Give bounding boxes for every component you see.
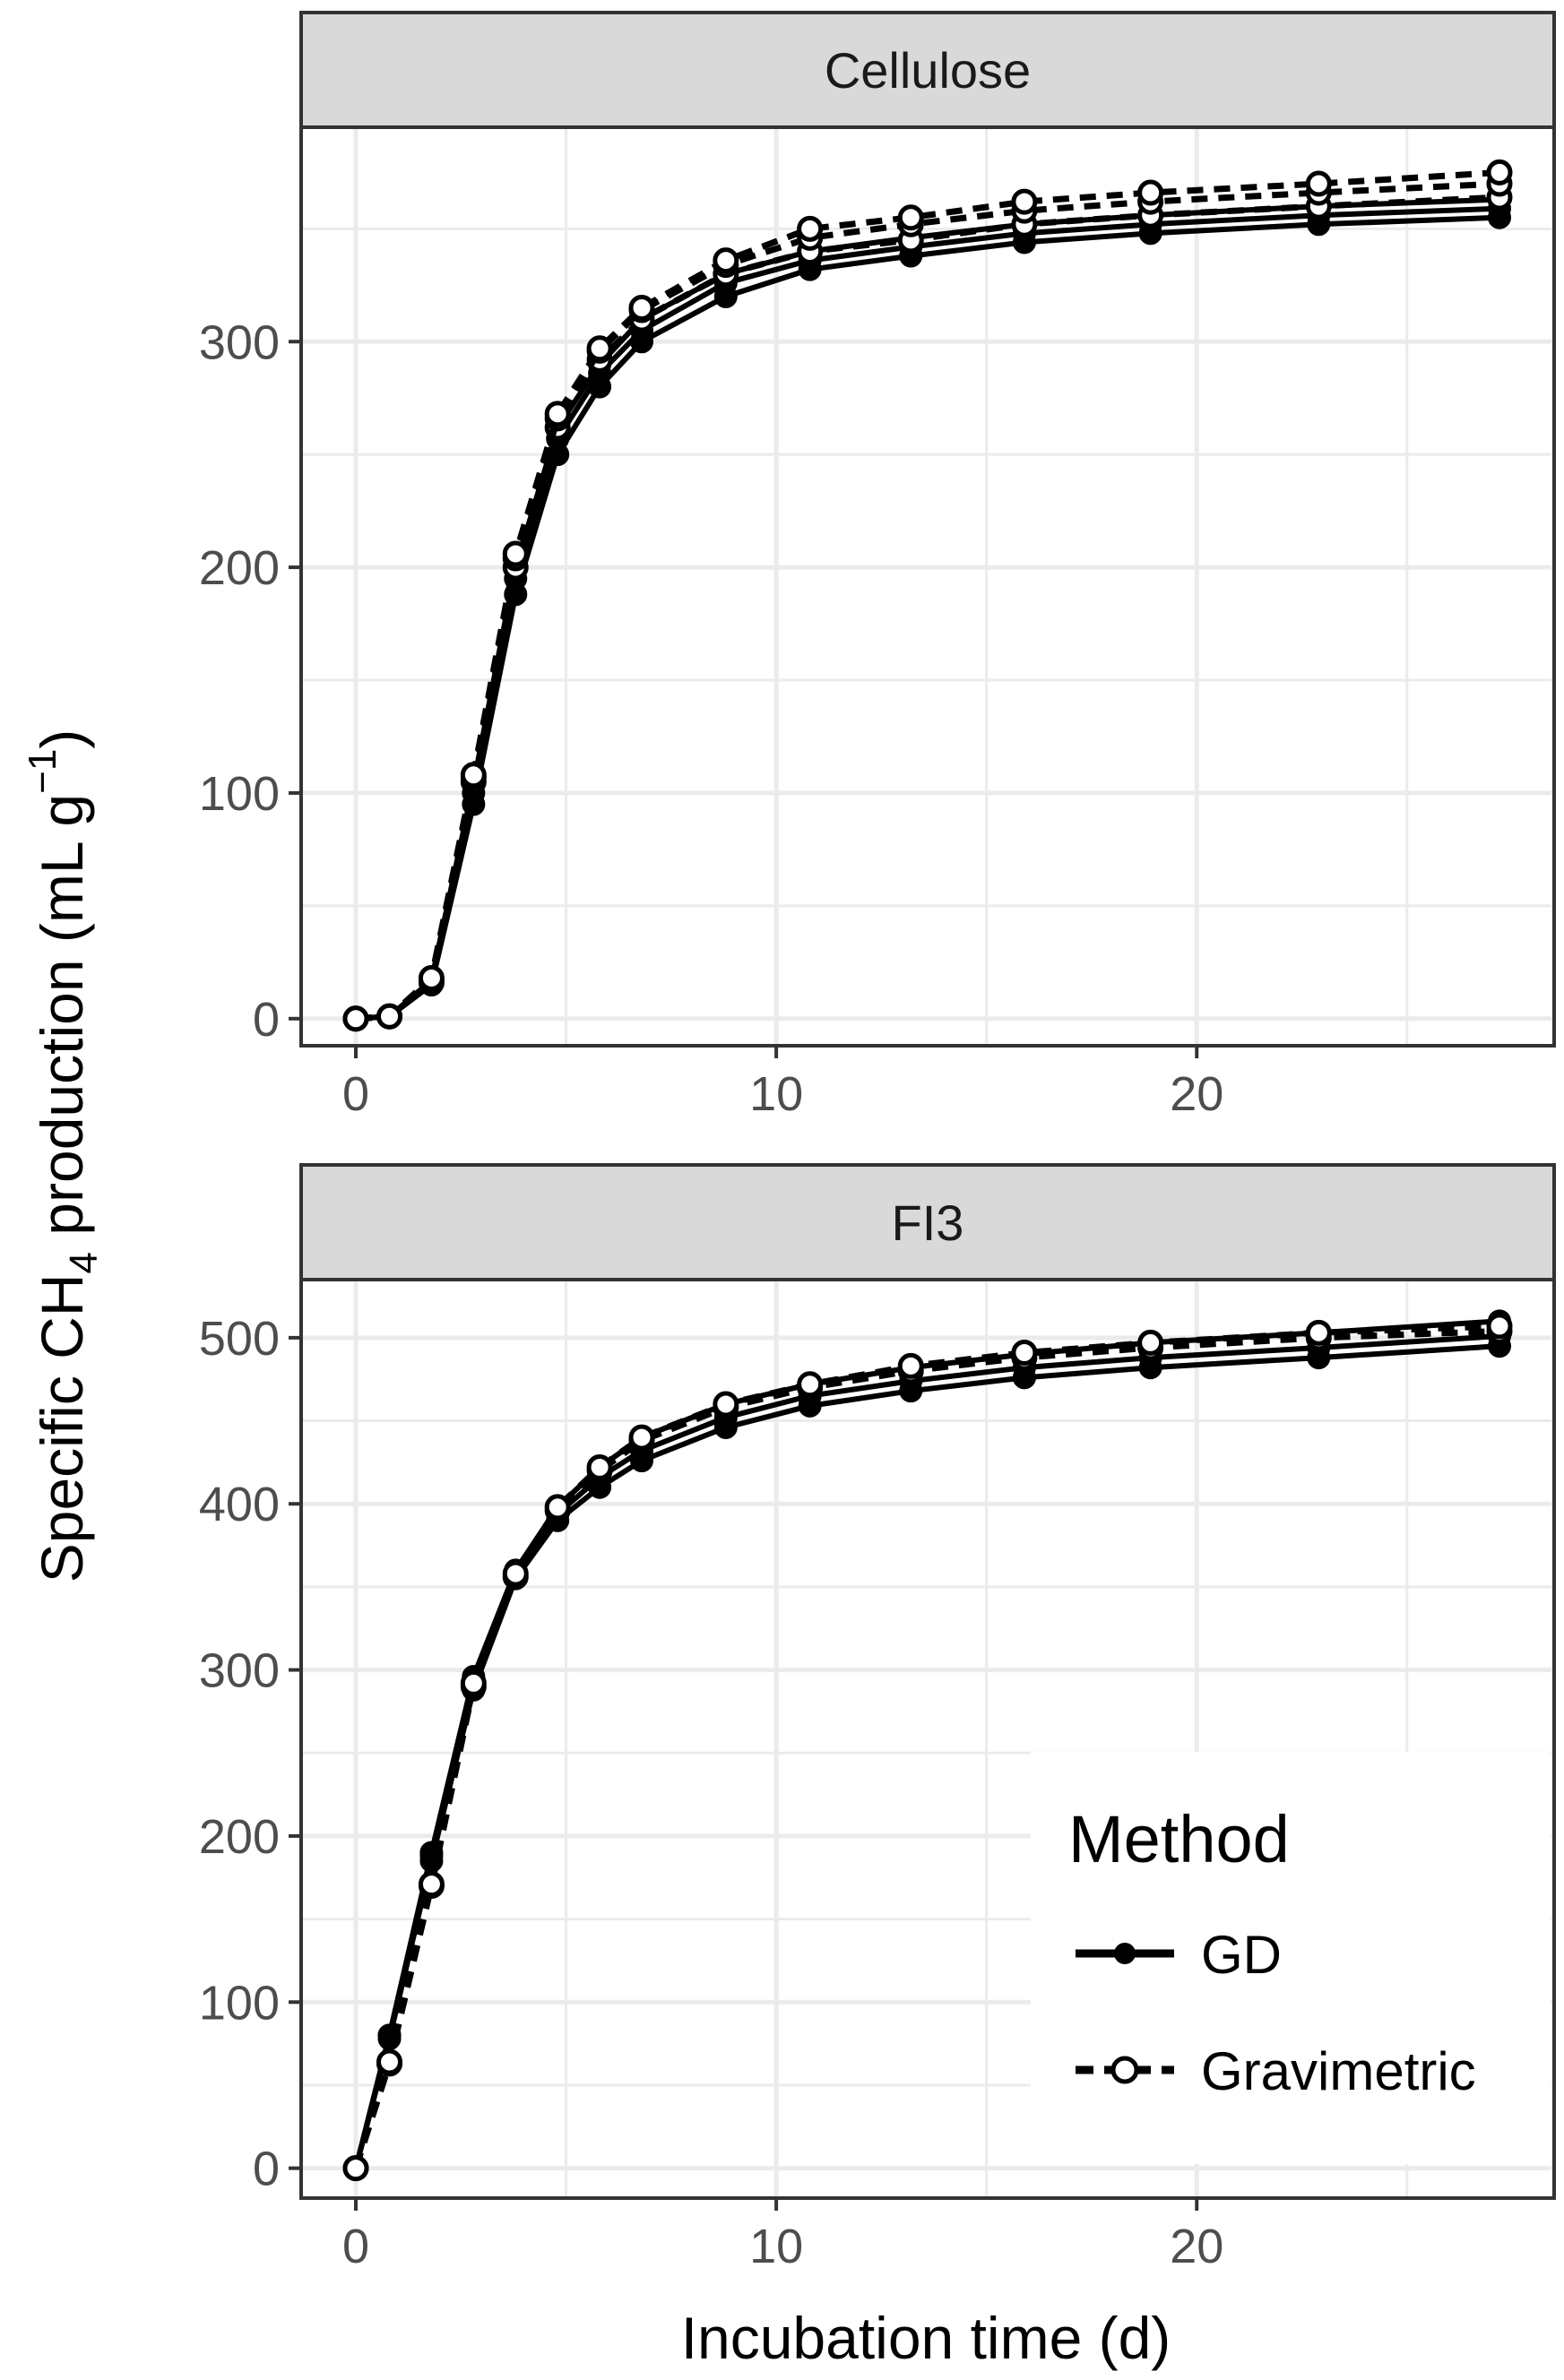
legend-key-gd — [1076, 1943, 1174, 1964]
data-point-gravimetric — [460, 1669, 487, 1696]
data-point-gravimetric — [544, 1494, 571, 1521]
data-point-gravimetric — [897, 1352, 924, 1379]
x-tick-label: 0 — [342, 1067, 369, 1121]
data-point-gravimetric — [628, 294, 655, 321]
y-tick-label: 500 — [199, 1312, 280, 1366]
x-tick-label: 20 — [1170, 2220, 1223, 2273]
panel-strip-title: FI3 — [892, 1194, 964, 1251]
data-point-gravimetric — [1137, 179, 1164, 206]
x-tick-label: 10 — [749, 1067, 803, 1121]
y-tick-label: 300 — [199, 315, 280, 369]
y-tick-label: 0 — [253, 2143, 280, 2196]
series-line-gravimetric — [355, 168, 1500, 1022]
x-tick-label: 20 — [1170, 1067, 1223, 1121]
y-tick-label: 300 — [199, 1644, 280, 1698]
data-point-gravimetric — [502, 1560, 529, 1587]
y-tick-label: 400 — [199, 1478, 280, 1531]
panel-series — [342, 159, 1513, 1032]
panel-strip-title: Cellulose — [825, 42, 1031, 99]
x-tick-label: 10 — [749, 2220, 803, 2273]
data-point-gravimetric — [713, 247, 739, 274]
data-point-gravimetric — [544, 401, 571, 427]
legend-key-gravimetric — [1076, 2056, 1174, 2084]
panel-frame — [299, 1278, 1556, 2200]
data-point-gravimetric — [342, 1005, 369, 1032]
x-axis-label: Incubation time (d) — [681, 2305, 1171, 2371]
panel-series — [342, 1309, 1513, 2182]
y-tick-label: 100 — [199, 767, 280, 821]
data-point-gravimetric — [1305, 170, 1332, 197]
data-point-gravimetric — [502, 540, 529, 567]
panel-frame — [299, 125, 1556, 1048]
legend-label-gravimetric: Gravimetric — [1201, 2041, 1476, 2101]
data-point-gravimetric — [628, 1424, 655, 1451]
data-point-gravimetric — [418, 964, 445, 991]
y-axis-label: Specific CH4 production (mL g−1) — [21, 729, 106, 1583]
data-point-gravimetric — [418, 1871, 445, 1898]
y-tick-label: 200 — [199, 541, 280, 595]
data-point-gravimetric — [460, 762, 487, 789]
data-point-gravimetric — [376, 2048, 403, 2075]
y-tick-label: 0 — [253, 993, 280, 1047]
data-point-gravimetric — [1486, 159, 1513, 185]
series-line-gravimetric — [352, 1323, 1500, 2169]
data-point-gravimetric — [1486, 1313, 1513, 1340]
data-point-gravimetric — [586, 1453, 613, 1480]
legend-title: Method — [1068, 1802, 1290, 1876]
data-point-gravimetric — [1305, 1319, 1332, 1346]
data-point-gravimetric — [713, 1391, 739, 1418]
panel-fi3: FI3 Method GD Gravimetric 0 10 20010020030… — [199, 1163, 1556, 2273]
y-tick-label: 200 — [199, 1810, 280, 1864]
panel-grid — [301, 127, 1554, 1046]
x-tick-label: 0 — [342, 2220, 369, 2273]
data-point-gravimetric — [1011, 1340, 1038, 1367]
data-point-gravimetric — [1011, 188, 1038, 215]
data-point-gravimetric — [586, 335, 613, 362]
data-point-gravimetric — [342, 2155, 369, 2182]
legend-label-gd: GD — [1201, 1925, 1282, 1985]
panel-strip — [299, 11, 1556, 129]
data-point-gravimetric — [797, 1371, 824, 1398]
legend: Method GD Gravimetric — [1031, 1752, 1551, 2164]
data-point-gravimetric — [1137, 1329, 1164, 1356]
data-point-gravimetric — [897, 204, 924, 231]
data-point-gravimetric — [797, 215, 824, 242]
y-tick-label: 100 — [199, 1976, 280, 2030]
data-point-gravimetric — [376, 1003, 403, 1030]
